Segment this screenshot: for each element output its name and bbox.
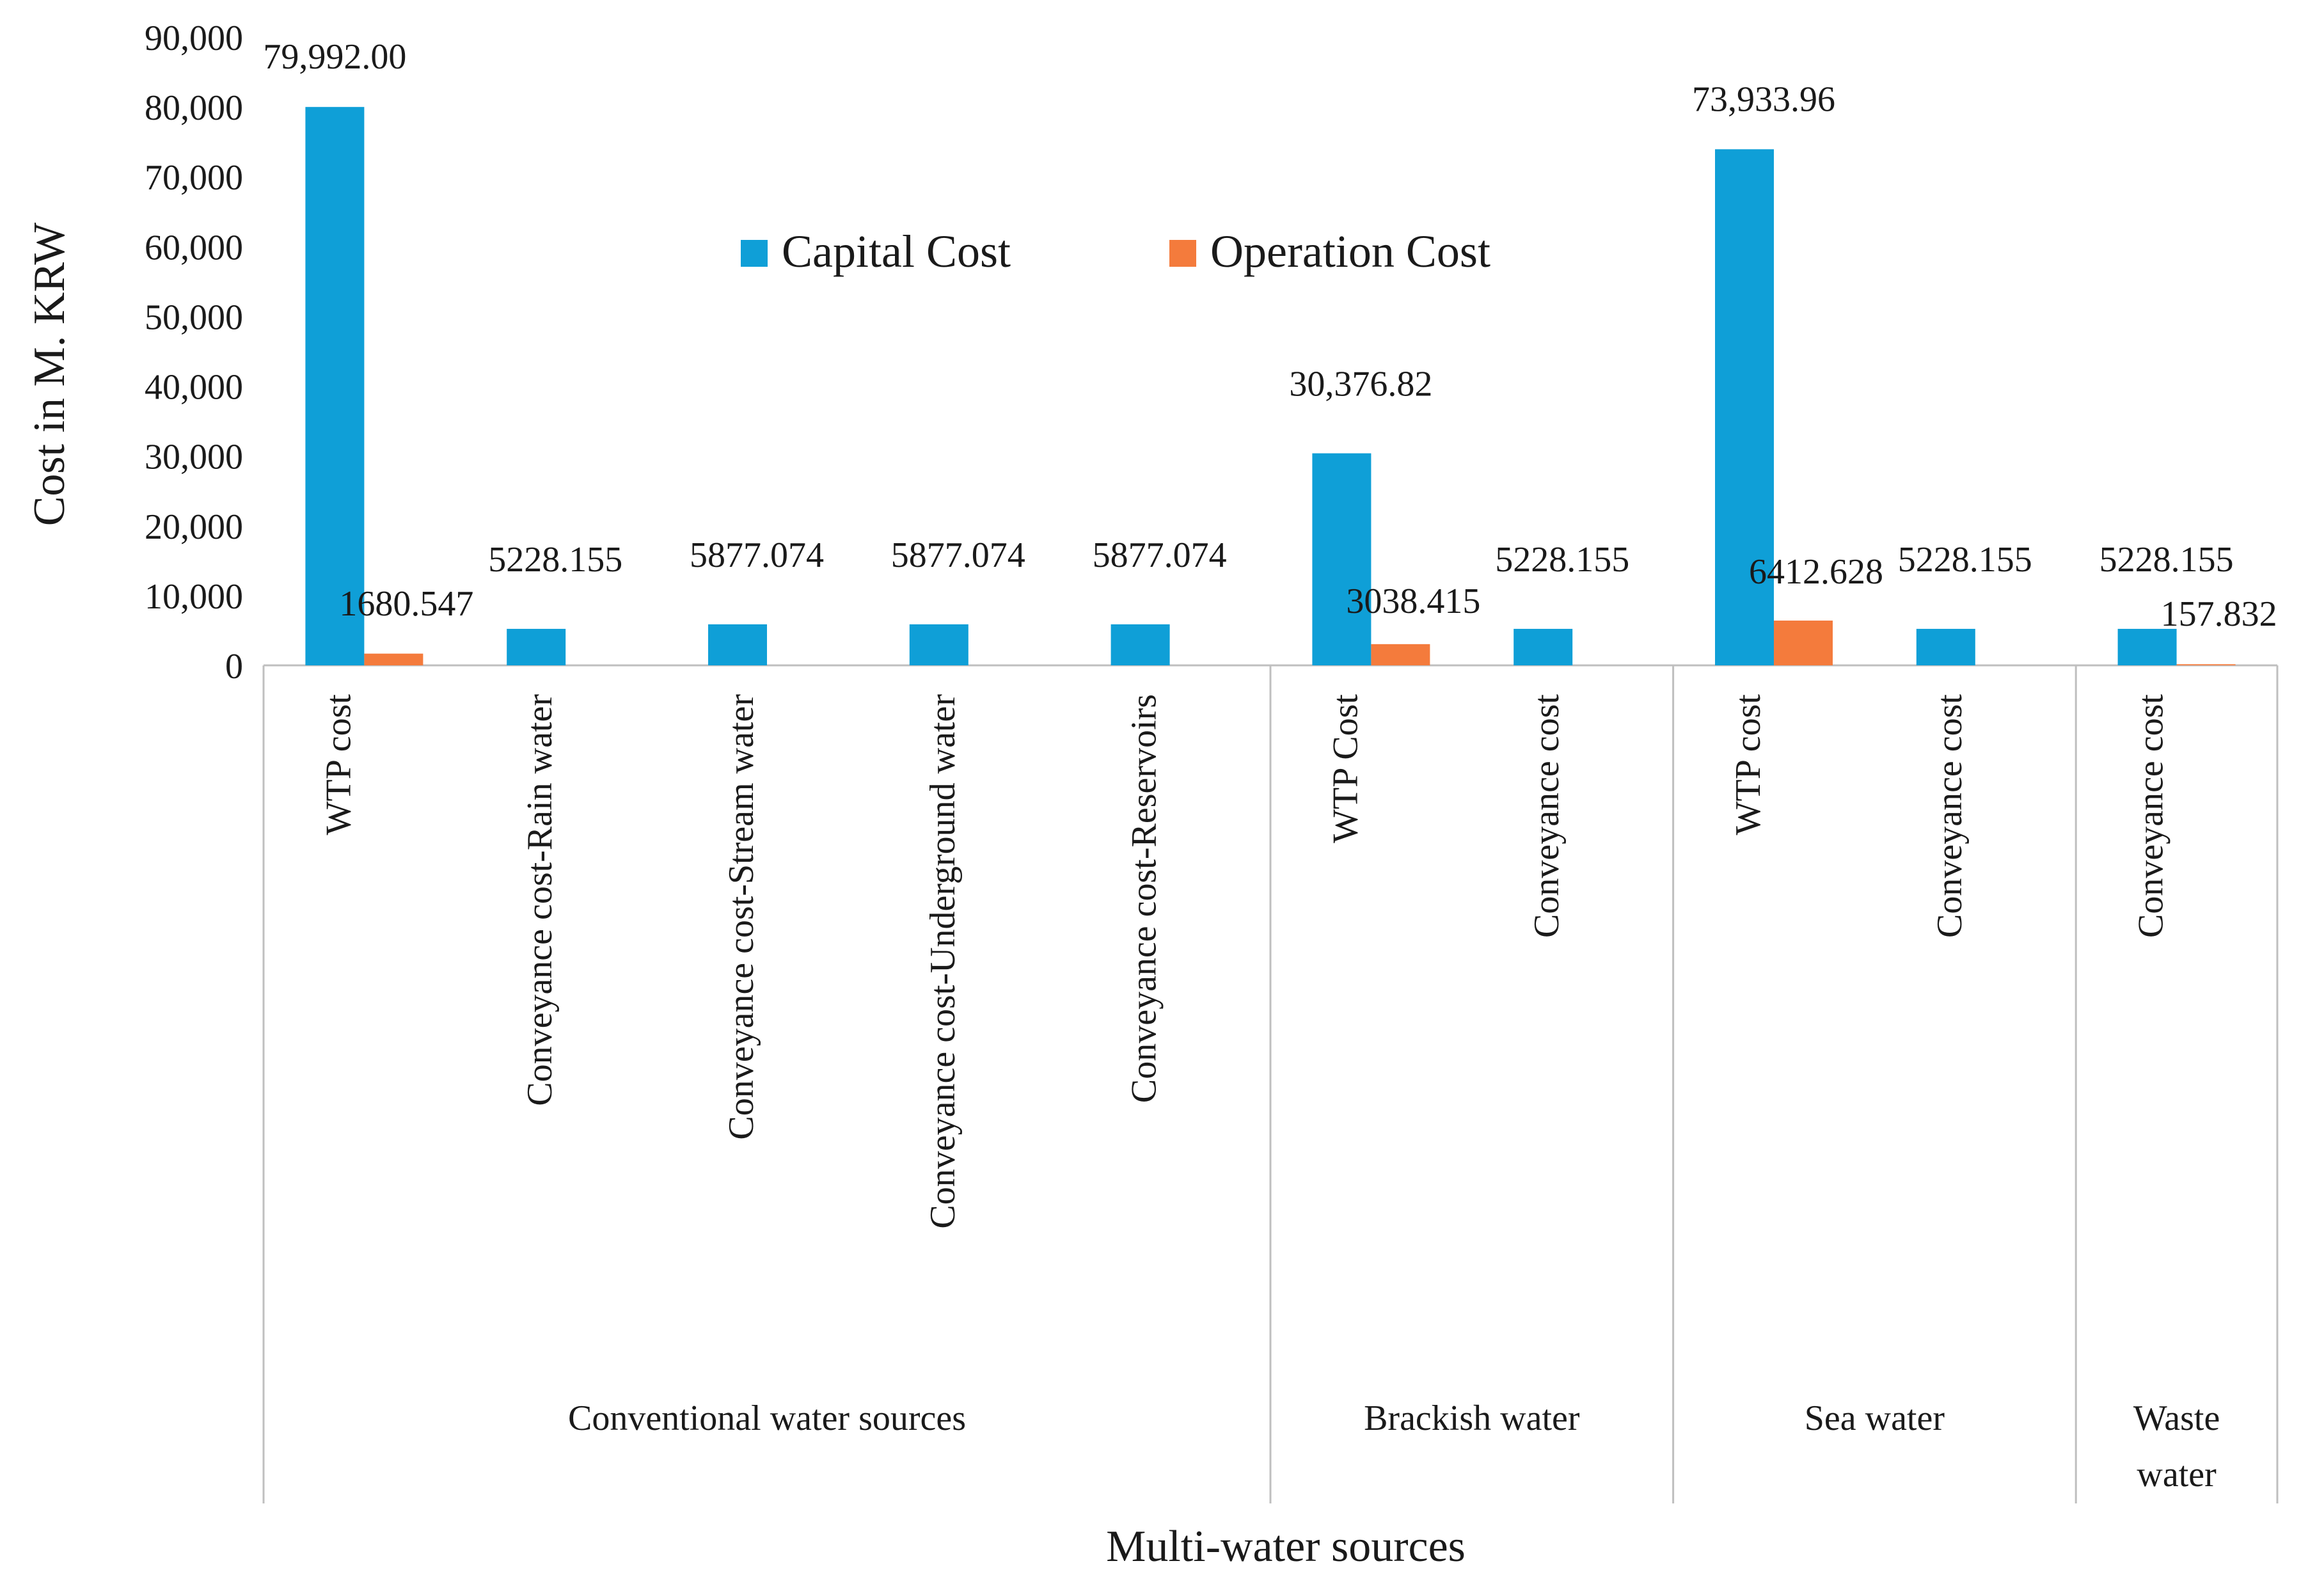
legend-label-capital-cost: Capital Cost <box>782 226 1011 277</box>
bar-capital-cost <box>1111 624 1170 665</box>
category-tick-label: Conveyance cost-Reservoirs <box>1125 694 1164 1103</box>
category-tick-label: Conveyance cost-Rain water <box>520 694 560 1106</box>
data-label-capital-cost: 5877.074 <box>891 535 1025 575</box>
data-label-capital-cost: 73,933.96 <box>1692 79 1835 119</box>
data-label-capital-cost: 5877.074 <box>690 535 824 575</box>
data-label-capital-cost: 5228.155 <box>2099 540 2234 580</box>
bar-capital-cost <box>1514 628 1573 665</box>
y-tick-label: 30,000 <box>145 438 243 477</box>
category-tick-label: WTP Cost <box>1325 694 1365 843</box>
category-tick-label: Conveyance cost <box>1930 694 1970 938</box>
bar-operation-cost <box>1774 621 1833 665</box>
y-tick-label: 0 <box>225 647 243 686</box>
bar-capital-cost <box>909 624 968 665</box>
category-tick-label: Conveyance cost <box>2131 694 2171 938</box>
bar-capital-cost <box>2117 628 2177 665</box>
data-label-capital-cost: 5228.155 <box>488 540 622 580</box>
bar-operation-cost <box>1371 644 1430 665</box>
bars-layer <box>305 107 2236 666</box>
group-label: Conventional water sources <box>568 1399 966 1438</box>
legend: Capital Cost Operation Cost <box>741 226 1490 277</box>
bar-capital-cost <box>708 624 767 665</box>
y-tick-label: 70,000 <box>145 158 243 198</box>
legend-swatch-operation-cost <box>1169 240 1196 267</box>
y-tick-label: 20,000 <box>145 507 243 547</box>
data-label-capital-cost: 79,992.00 <box>263 37 406 77</box>
y-tick-label: 90,000 <box>145 19 243 58</box>
labels-layer: 79,992.00 1680.547 5228.155 5877.074 5877.07… <box>263 37 2277 634</box>
y-tick-label: 40,000 <box>145 368 243 408</box>
axes-layer: 0 10,000 20,000 30,000 40,000 50,000 60,000 70,… <box>145 19 2279 1503</box>
legend-label-operation-cost: Operation Cost <box>1210 226 1490 277</box>
data-label-capital-cost: 5228.155 <box>1898 540 2032 580</box>
category-tick-label: WTP cost <box>1728 694 1768 836</box>
y-tick-label: 50,000 <box>145 297 243 337</box>
group-label: Sea water <box>1805 1399 1945 1438</box>
category-tick-label: Conveyance cost-Underground water <box>923 694 963 1229</box>
data-label-operation-cost: 1680.547 <box>339 584 473 624</box>
y-tick-label: 60,000 <box>145 228 243 267</box>
data-label-operation-cost: 3038.415 <box>1346 582 1480 621</box>
bar-capital-cost <box>1916 628 1975 665</box>
y-tick-label: 80,000 <box>145 88 243 128</box>
bar-operation-cost <box>2176 664 2236 665</box>
y-tick-label: 10,000 <box>145 577 243 617</box>
data-label-operation-cost: 157.832 <box>2161 594 2277 634</box>
legend-swatch-capital-cost <box>741 240 768 267</box>
bar-capital-cost <box>305 107 365 666</box>
x-axis-title: Multi-water sources <box>1106 1522 1466 1571</box>
data-label-capital-cost: 5228.155 <box>1495 540 1629 580</box>
category-tick-label: WTP cost <box>319 694 358 836</box>
y-axis-title: Cost in M. KRW <box>25 223 74 527</box>
group-label: Brackish water <box>1364 1399 1580 1438</box>
bar-capital-cost <box>507 628 566 665</box>
data-label-capital-cost: 30,376.82 <box>1289 365 1432 404</box>
category-tick-label: Conveyance cost <box>1527 694 1567 938</box>
category-tick-label: Conveyance cost-Stream water <box>722 694 761 1140</box>
data-label-capital-cost: 5877.074 <box>1093 535 1227 575</box>
group-label: Waste water <box>2133 1399 2220 1494</box>
bar-operation-cost <box>364 653 423 665</box>
data-label-operation-cost: 6412.628 <box>1749 552 1883 592</box>
bar-capital-cost <box>1715 149 1774 666</box>
bar-capital-cost <box>1312 453 1371 665</box>
